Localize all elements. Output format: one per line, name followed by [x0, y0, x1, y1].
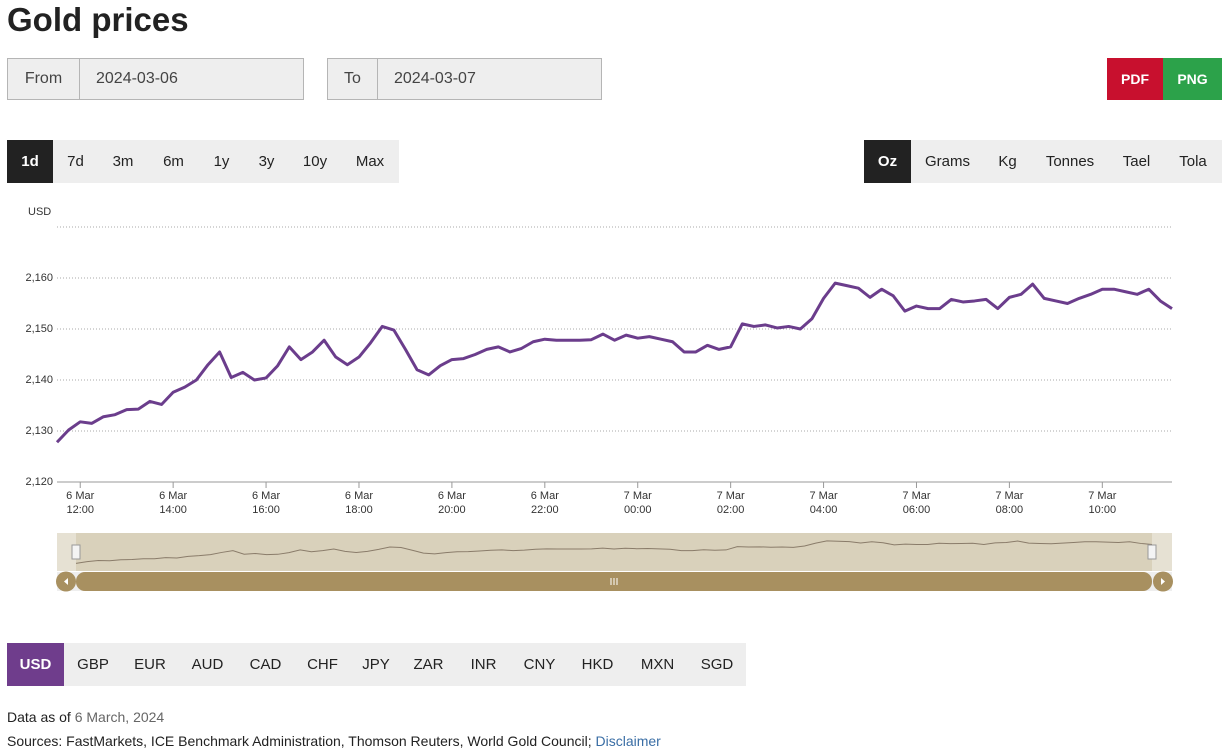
units-button[interactable]: Grams: [925, 153, 970, 170]
currency-buttons: USD GBP EUR AUD CAD CHF JPY ZAR INR CNY HKD MXN SGD: [7, 643, 746, 686]
range-buttons: 1d 7d 3m 6m 1y 3y 10y Max: [7, 140, 399, 183]
x-tick-label: 7 Mar 06:00: [902, 490, 931, 516]
navigator-handle: [71, 544, 81, 560]
data-as-of-label: Data as of: [7, 709, 71, 725]
x-tick-label: 6 Mar 22:00: [530, 490, 559, 516]
units-button[interactable]: Kg: [998, 153, 1017, 170]
x-tick-box: 6 Mar 14:00: [159, 490, 188, 516]
y-tick-label: 2,140: [25, 374, 53, 386]
scroll-right: [1153, 571, 1173, 592]
to-field: To 2024-03-07: [327, 58, 602, 100]
x-tick-box: 7 Mar 00:00: [623, 490, 652, 516]
x-tick-label: 7 Mar 04:00: [809, 490, 838, 516]
x-tick-label: 6 Mar 12:00: [66, 490, 95, 516]
navigator-line: [75, 540, 1153, 564]
x-tick-label: 6 Mar 14:00: [159, 490, 188, 516]
x-tick-box: 7 Mar 10:00: [1088, 490, 1117, 516]
x-tick-box: 7 Mar 04:00: [809, 490, 838, 516]
range-button[interactable]: 1d: [7, 140, 53, 183]
currency-button[interactable]: MXN: [640, 656, 675, 673]
currency-button[interactable]: USD: [7, 643, 64, 686]
currency-button[interactable]: HKD: [581, 656, 614, 673]
range-button[interactable]: 1y: [213, 153, 230, 170]
x-tick-box: 7 Mar 08:00: [995, 490, 1024, 516]
range-button[interactable]: 6m: [163, 153, 184, 170]
currency-button[interactable]: JPY: [362, 656, 390, 673]
range-button[interactable]: 7d: [67, 153, 84, 170]
range-button[interactable]: 10y: [302, 153, 328, 170]
sources-text: Sources: FastMarkets, ICE Benchmark Admi…: [7, 733, 592, 749]
y-tick-label: 2,120: [25, 476, 53, 488]
to-label: To: [328, 59, 378, 99]
scroll-left: [56, 571, 76, 592]
x-tick-box: 6 Mar 22:00: [530, 490, 559, 516]
currency-button[interactable]: CHF: [307, 656, 338, 673]
page-title: Gold prices: [7, 1, 189, 38]
currency-button[interactable]: AUD: [191, 656, 224, 673]
y-tick-label: 2,150: [25, 323, 53, 335]
y-tick-label: 2,130: [25, 425, 53, 437]
unit-buttons: Oz Grams Kg Tonnes Tael Tola: [864, 140, 1222, 183]
currency-button[interactable]: EUR: [134, 656, 166, 673]
navigator-handle: [1147, 544, 1157, 560]
from-field: From 2024-03-06: [7, 58, 304, 100]
from-label: From: [8, 59, 80, 99]
x-tick-box: 7 Mar 06:00: [902, 490, 931, 516]
x-tick-label: 6 Mar 18:00: [344, 490, 374, 516]
x-tick-box: 7 Mar 02:00: [716, 490, 745, 516]
currency-button[interactable]: CNY: [523, 656, 556, 673]
range-button[interactable]: 3y: [258, 153, 275, 170]
export-button[interactable]: PDF: [1107, 58, 1163, 100]
x-tick-label: 7 Mar 00:00: [623, 490, 652, 516]
y-axis-label: USD: [28, 206, 51, 218]
x-tick-box: 6 Mar 20:00: [437, 490, 466, 516]
x-tick-label: 7 Mar 02:00: [716, 490, 745, 516]
data-as-of-date: 6 March, 2024: [74, 709, 165, 725]
x-tick-box: 6 Mar 16:00: [252, 490, 281, 516]
x-tick-label: 6 Mar 16:00: [252, 490, 281, 516]
currency-button[interactable]: INR: [470, 656, 497, 673]
scrollbar-thumb: [76, 572, 1152, 591]
navigator-window: [76, 533, 1152, 571]
price-line: [55, 281, 1173, 444]
arrow-left: [64, 578, 68, 585]
export-button[interactable]: PNG: [1163, 58, 1222, 100]
currency-button[interactable]: ZAR: [413, 656, 444, 673]
x-tick-label: 7 Mar 10:00: [1088, 490, 1117, 516]
disclaimer-link[interactable]: Disclaimer: [595, 733, 661, 749]
export-buttons: PDF PNG: [1107, 58, 1222, 100]
currency-button[interactable]: CAD: [249, 656, 282, 673]
currency-button[interactable]: GBP: [77, 656, 109, 673]
data-as-of: Data as of 6 March, 2024: [7, 709, 164, 725]
x-tick-box: 6 Mar 12:00: [66, 490, 95, 516]
range-button[interactable]: Max: [355, 153, 385, 170]
y-tick-label: 2,160: [25, 272, 53, 284]
units-button[interactable]: Tonnes: [1045, 153, 1095, 170]
sources: Sources: FastMarkets, ICE Benchmark Admi…: [7, 733, 661, 749]
navigator-bg: [57, 533, 1172, 571]
x-tick-label: 6 Mar 20:00: [437, 490, 466, 516]
units-button[interactable]: Oz: [864, 140, 911, 183]
scrollbar-grip: [610, 578, 618, 585]
x-tick-label: 7 Mar 08:00: [995, 490, 1024, 516]
from-input[interactable]: 2024-03-06: [96, 70, 178, 87]
currency-button[interactable]: SGD: [700, 656, 734, 673]
units-button[interactable]: Tola: [1179, 153, 1207, 170]
to-input[interactable]: 2024-03-07: [394, 70, 476, 87]
scrollbar-track: [57, 572, 1172, 591]
units-button[interactable]: Tael: [1122, 153, 1151, 170]
arrow-right: [1161, 578, 1165, 585]
x-tick-box: 6 Mar 18:00: [344, 490, 374, 516]
range-button[interactable]: 3m: [112, 153, 134, 170]
